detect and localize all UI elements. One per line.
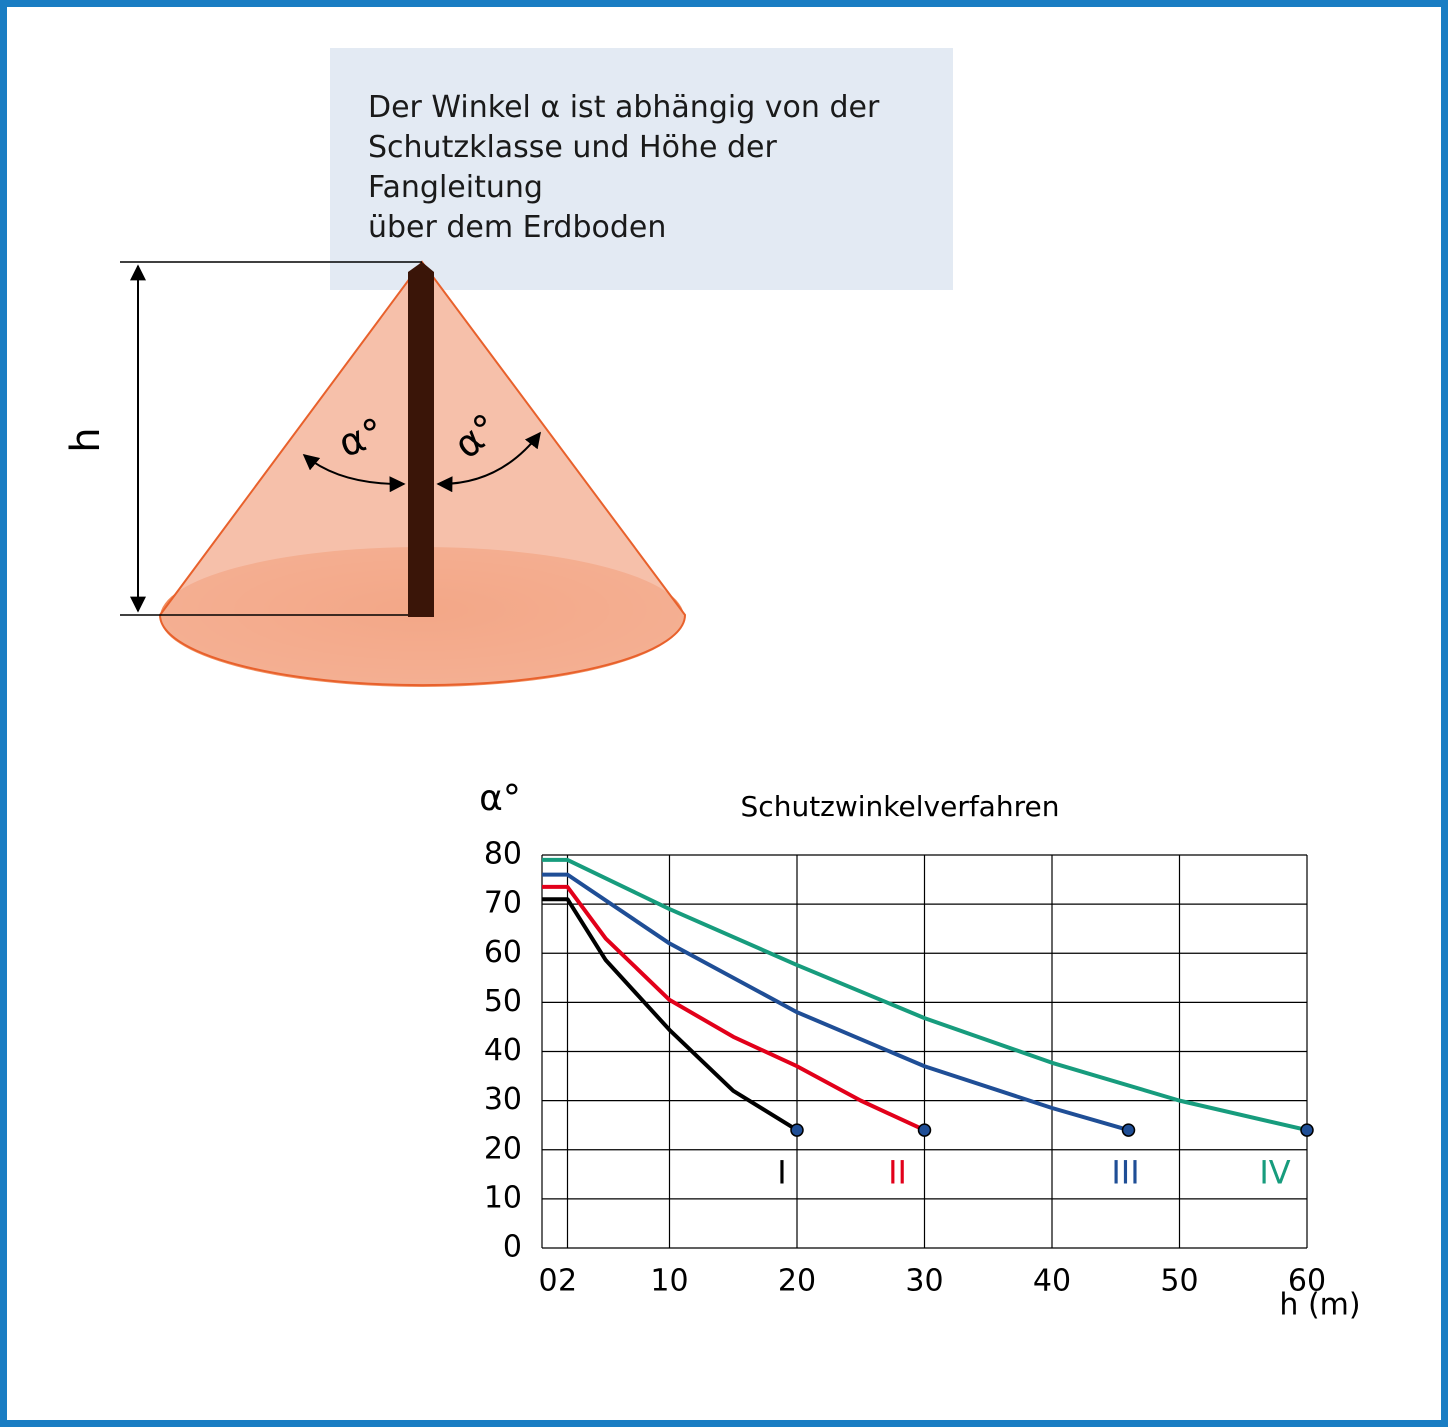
page: {"diagram": {"description": ["Der Winkel… [0,0,1448,1427]
cone-diagram: h α° α° [63,262,685,687]
series-label: IV [1259,1153,1290,1191]
y-tick-label: 20 [484,1131,522,1166]
y-tick-label: 50 [484,984,522,1019]
height-label: h [63,427,109,452]
series-line [542,887,925,1130]
end-point [1123,1124,1135,1136]
y-tick-label: 60 [484,935,522,970]
x-tick-label: 60 [1288,1264,1326,1299]
y-tick-label: 0 [503,1230,522,1265]
y-tick-label: 40 [484,1033,522,1068]
x-tick-label: 40 [1033,1264,1071,1299]
x-tick-label: 30 [905,1264,943,1299]
end-point [919,1124,931,1136]
x-tick-label: 10 [650,1264,688,1299]
x-tick-label: 20 [778,1264,816,1299]
pole [408,272,434,617]
end-point [791,1124,803,1136]
end-point [1301,1124,1313,1136]
y-tick-label: 70 [484,886,522,921]
y-tick-label: 80 [484,837,522,872]
x-tick-label: 0 [538,1264,557,1299]
pole-top [408,262,434,272]
y-tick-label: 10 [484,1180,522,1215]
series-label: I [777,1153,786,1191]
chart-title: Schutzwinkelverfahren [741,790,1060,823]
x-tick-label: 2 [558,1264,577,1299]
series-label: II [888,1153,907,1191]
series-label: III [1111,1153,1139,1191]
y-tick-label: 30 [484,1082,522,1117]
figure: h α° α° Schutzwinkelverfahren α° h (m) 0… [0,0,1448,1427]
y-axis-label: α° [479,778,521,819]
x-tick-label: 50 [1160,1264,1198,1299]
